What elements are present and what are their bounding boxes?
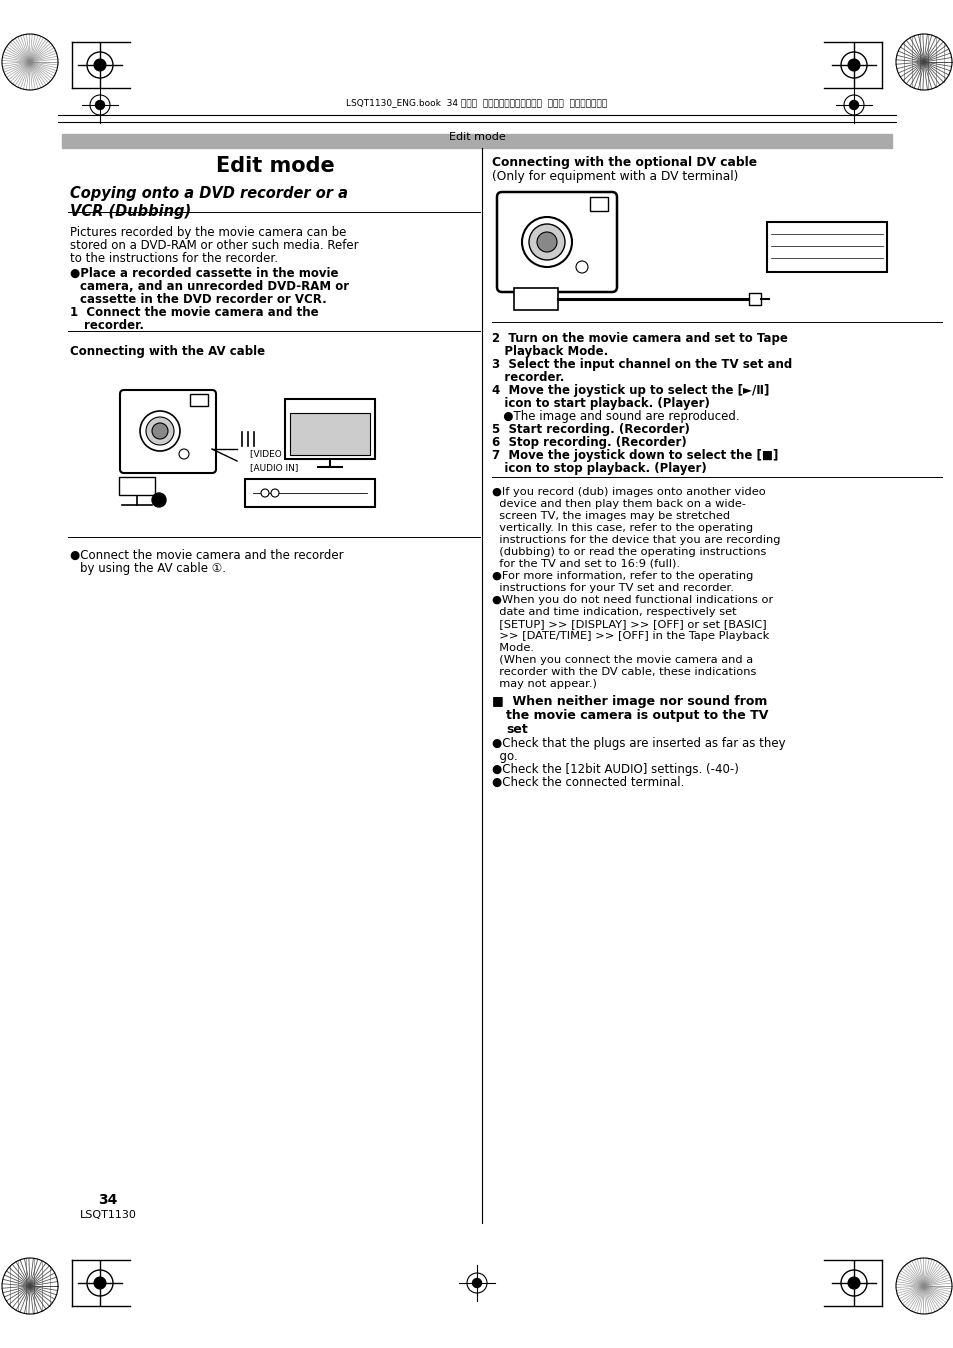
Text: A/V: A/V bbox=[128, 481, 146, 491]
Text: VIDEO CTL: VIDEO CTL bbox=[812, 249, 841, 253]
Text: VCR (Dubbing): VCR (Dubbing) bbox=[70, 204, 191, 218]
Text: 1: 1 bbox=[156, 496, 162, 504]
Text: AUDIO CTL: AUDIO CTL bbox=[811, 237, 841, 243]
Text: 34: 34 bbox=[98, 1193, 117, 1206]
Circle shape bbox=[146, 417, 173, 445]
Text: ●When you do not need functional indications or: ●When you do not need functional indicat… bbox=[492, 594, 773, 605]
Bar bbox=[748, 293, 760, 305]
Text: date and time indication, respectively set: date and time indication, respectively s… bbox=[492, 607, 736, 617]
Bar bbox=[766, 222, 886, 272]
Text: Playback Mode.: Playback Mode. bbox=[492, 345, 608, 359]
Text: [SETUP] >> [DISPLAY] >> [OFF] or set [BASIC]: [SETUP] >> [DISPLAY] >> [OFF] or set [BA… bbox=[492, 619, 766, 630]
Text: ■  When neither image nor sound from: ■ When neither image nor sound from bbox=[492, 696, 766, 708]
Text: ●Check that the plugs are inserted as far as they: ●Check that the plugs are inserted as fa… bbox=[492, 737, 785, 749]
Text: Mode.: Mode. bbox=[492, 643, 534, 652]
Text: 4  Move the joystick up to select the [►/Ⅱ]: 4 Move the joystick up to select the [►/… bbox=[492, 384, 768, 398]
Text: ES ATE ATG: ES ATE ATG bbox=[810, 225, 841, 231]
Circle shape bbox=[472, 1278, 481, 1287]
Text: ●If you record (dub) images onto another video: ●If you record (dub) images onto another… bbox=[492, 487, 765, 497]
Circle shape bbox=[576, 262, 587, 274]
Text: instructions for the device that you are recording: instructions for the device that you are… bbox=[492, 535, 780, 545]
FancyBboxPatch shape bbox=[120, 390, 215, 473]
Circle shape bbox=[140, 411, 180, 452]
Text: device and then play them back on a wide-: device and then play them back on a wide… bbox=[492, 499, 745, 510]
Text: (dubbing) to or read the operating instructions: (dubbing) to or read the operating instr… bbox=[492, 547, 765, 557]
Text: recorder with the DV cable, these indications: recorder with the DV cable, these indica… bbox=[492, 667, 756, 677]
Bar bbox=[62, 133, 891, 148]
Bar bbox=[514, 288, 558, 310]
Text: 2  Turn on the movie camera and set to Tape: 2 Turn on the movie camera and set to Ta… bbox=[492, 332, 787, 345]
Text: Pictures recorded by the movie camera can be: Pictures recorded by the movie camera ca… bbox=[70, 226, 346, 239]
Text: for the TV and set to 16:9 (full).: for the TV and set to 16:9 (full). bbox=[492, 559, 679, 569]
Circle shape bbox=[271, 489, 278, 497]
Text: icon to stop playback. (Player): icon to stop playback. (Player) bbox=[492, 462, 706, 474]
Bar bbox=[190, 394, 208, 406]
Text: LSQT1130: LSQT1130 bbox=[79, 1211, 136, 1220]
Text: ●Connect the movie camera and the recorder: ●Connect the movie camera and the record… bbox=[70, 549, 343, 562]
Circle shape bbox=[261, 489, 269, 497]
Text: go.: go. bbox=[492, 749, 517, 763]
Text: recorder.: recorder. bbox=[84, 319, 144, 332]
Circle shape bbox=[152, 423, 168, 439]
Text: 1  Connect the movie camera and the: 1 Connect the movie camera and the bbox=[70, 306, 318, 319]
Text: to the instructions for the recorder.: to the instructions for the recorder. bbox=[70, 252, 277, 266]
Text: camera, and an unrecorded DVD-RAM or: camera, and an unrecorded DVD-RAM or bbox=[80, 280, 349, 293]
Circle shape bbox=[521, 217, 572, 267]
Text: Edit mode: Edit mode bbox=[215, 156, 334, 177]
Text: 3  Select the input channel on the TV set and: 3 Select the input channel on the TV set… bbox=[492, 359, 791, 371]
Text: 7  Move the joystick down to select the [■]: 7 Move the joystick down to select the [… bbox=[492, 449, 778, 462]
Text: >> [DATE/TIME] >> [OFF] in the Tape Playback: >> [DATE/TIME] >> [OFF] in the Tape Play… bbox=[492, 631, 768, 642]
Bar bbox=[245, 479, 375, 507]
Text: (Only for equipment with a DV terminal): (Only for equipment with a DV terminal) bbox=[492, 170, 738, 183]
FancyBboxPatch shape bbox=[497, 191, 617, 293]
Text: screen TV, the images may be stretched: screen TV, the images may be stretched bbox=[492, 511, 729, 520]
Bar bbox=[290, 412, 370, 456]
Text: Connecting with the optional DV cable: Connecting with the optional DV cable bbox=[492, 156, 757, 168]
Text: [AUDIO IN]: [AUDIO IN] bbox=[250, 464, 298, 473]
Text: the movie camera is output to the TV: the movie camera is output to the TV bbox=[505, 709, 767, 723]
Circle shape bbox=[847, 59, 859, 71]
Text: Copying onto a DVD recorder or a: Copying onto a DVD recorder or a bbox=[70, 186, 348, 201]
Text: recorder.: recorder. bbox=[492, 371, 564, 384]
Text: stored on a DVD-RAM or other such media. Refer: stored on a DVD-RAM or other such media.… bbox=[70, 239, 358, 252]
Text: Connecting with the AV cable: Connecting with the AV cable bbox=[70, 345, 265, 359]
Text: set: set bbox=[505, 723, 527, 736]
Bar bbox=[285, 399, 375, 460]
Bar bbox=[589, 197, 607, 212]
Circle shape bbox=[848, 101, 858, 109]
Text: LSQT1130_ENG.book  34 ページ  ２００６年１２月１６日  土曜日  午後８時４５分: LSQT1130_ENG.book 34 ページ ２００６年１２月１６日 土曜日… bbox=[346, 98, 607, 108]
Text: ●Check the connected terminal.: ●Check the connected terminal. bbox=[492, 776, 683, 789]
Text: DV: DV bbox=[527, 294, 544, 305]
Text: cassette in the DVD recorder or VCR.: cassette in the DVD recorder or VCR. bbox=[80, 293, 327, 306]
Text: ●Check the [12bit AUDIO] settings. (-40-): ●Check the [12bit AUDIO] settings. (-40-… bbox=[492, 763, 739, 776]
Text: [VIDEO IN]: [VIDEO IN] bbox=[250, 449, 297, 458]
Circle shape bbox=[529, 224, 564, 260]
Circle shape bbox=[537, 232, 557, 252]
Circle shape bbox=[179, 449, 189, 460]
Text: ●Place a recorded cassette in the movie: ●Place a recorded cassette in the movie bbox=[70, 267, 338, 280]
Text: instructions for your TV set and recorder.: instructions for your TV set and recorde… bbox=[492, 582, 733, 593]
Text: 5  Start recording. (Recorder): 5 Start recording. (Recorder) bbox=[492, 423, 689, 435]
Circle shape bbox=[152, 493, 166, 507]
Circle shape bbox=[94, 59, 106, 71]
Text: vertically. In this case, refer to the operating: vertically. In this case, refer to the o… bbox=[492, 523, 752, 532]
Text: (When you connect the movie camera and a: (When you connect the movie camera and a bbox=[492, 655, 752, 665]
Circle shape bbox=[94, 1277, 106, 1289]
Text: by using the AV cable ①.: by using the AV cable ①. bbox=[80, 562, 226, 576]
Bar bbox=[119, 477, 154, 495]
Text: icon to start playback. (Player): icon to start playback. (Player) bbox=[492, 398, 709, 410]
Circle shape bbox=[95, 101, 105, 109]
Text: ●For more information, refer to the operating: ●For more information, refer to the oper… bbox=[492, 572, 753, 581]
Text: ●The image and sound are reproduced.: ●The image and sound are reproduced. bbox=[492, 410, 739, 423]
Text: may not appear.): may not appear.) bbox=[492, 679, 597, 689]
Text: 6  Stop recording. (Recorder): 6 Stop recording. (Recorder) bbox=[492, 435, 686, 449]
Text: Edit mode: Edit mode bbox=[448, 132, 505, 142]
Circle shape bbox=[847, 1277, 859, 1289]
